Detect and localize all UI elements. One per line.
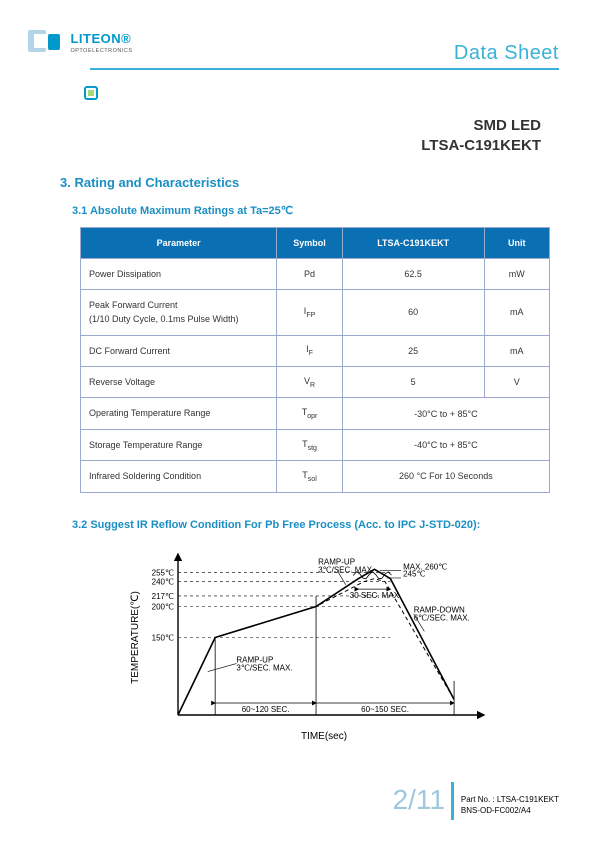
cell-unit: mW [484,258,549,289]
cell-parameter: Reverse Voltage [81,367,277,398]
ratings-table: Parameter Symbol LTSA-C191KEKT Unit Powe… [80,227,550,493]
cell-symbol: Tsol [277,461,342,492]
footer-rule [451,782,454,820]
page-header: LITEON® OPTOELECTRONICS Data Sheet [0,0,595,110]
svg-text:TEMPERATURE(℃): TEMPERATURE(℃) [130,591,141,684]
table-row: Reverse VoltageVR5V [81,367,550,398]
cell-symbol: VR [277,367,342,398]
product-title: SMD LED LTSA-C191KEKT [60,116,551,157]
svg-text:30 SEC. MAX: 30 SEC. MAX [350,591,400,600]
svg-text:6℃/SEC. MAX.: 6℃/SEC. MAX. [414,613,470,622]
brand-division: OPTOELECTRONICS [70,48,132,54]
cell-value: 62.5 [342,258,484,289]
cell-value: 260 °C For 10 Seconds [342,461,549,492]
page-type-label: Data Sheet [454,42,559,65]
svg-text:3℃/SEC. MAX.: 3℃/SEC. MAX. [318,565,374,574]
footer-doc-info: Part No. : LTSA-C191KEKT BNS-OD-FC002/A4 [461,794,559,816]
cell-parameter: DC Forward Current [81,335,277,366]
cell-value: 60 [342,289,484,335]
cell-value: -30°C to + 85°C [342,398,549,429]
partno-value: LTSA-C191KEKT [497,795,559,804]
table-row: DC Forward CurrentIF25mA [81,335,550,366]
cell-symbol: Pd [277,258,342,289]
cell-parameter: Operating Temperature Range [81,398,277,429]
cell-unit: mA [484,289,549,335]
reflow-profile-chart: 150℃ 200℃217℃ 240℃255℃ 60~120 SEC. 60~150 SE… [120,545,500,745]
docno-value: BNS-OD-FC002/A4 [461,806,531,815]
section-3-1-heading: 3.1 Absolute Maximum Ratings at Ta=25℃ [72,204,551,217]
section-3-heading: 3. Rating and Characteristics [60,175,551,190]
col-symbol: Symbol [277,227,342,258]
table-header-row: Parameter Symbol LTSA-C191KEKT Unit [81,227,550,258]
section-3-2-heading: 3.2 Suggest IR Reflow Condition For Pb F… [72,519,551,531]
svg-text:150℃: 150℃ [152,633,174,642]
table-row: Operating Temperature RangeTopr-30°C to … [81,398,550,429]
table-row: Peak Forward Current(1/10 Duty Cycle, 0.… [81,289,550,335]
logo-icon [28,28,64,56]
table-row: Power DissipationPd62.5mW [81,258,550,289]
svg-text:200℃: 200℃ [152,602,174,611]
cell-parameter: Storage Temperature Range [81,429,277,460]
svg-text:255℃: 255℃ [152,568,174,577]
cell-symbol: Topr [277,398,342,429]
page-number: 2/11 [393,784,445,816]
cell-unit: mA [484,335,549,366]
col-parameter: Parameter [81,227,277,258]
svg-text:60~120 SEC.: 60~120 SEC. [242,705,290,714]
table-row: Storage Temperature RangeTstg-40°C to + … [81,429,550,460]
brand-logo-block: LITEON® OPTOELECTRONICS [28,28,133,56]
cell-value: 5 [342,367,484,398]
svg-text:240℃: 240℃ [152,577,174,586]
header-rule [90,68,559,70]
product-partno: LTSA-C191KEKT [60,136,541,156]
svg-text:60~150 SEC.: 60~150 SEC. [361,705,409,714]
cell-symbol: Tstg [277,429,342,460]
cell-symbol: IF [277,335,342,366]
cell-unit: V [484,367,549,398]
svg-text:3℃/SEC. MAX.: 3℃/SEC. MAX. [236,663,292,672]
col-unit: Unit [484,227,549,258]
logo-sub-icon [84,86,98,100]
table-row: Infrared Soldering ConditionTsol260 °C F… [81,461,550,492]
cell-parameter: Power Dissipation [81,258,277,289]
col-value: LTSA-C191KEKT [342,227,484,258]
cell-value: 25 [342,335,484,366]
partno-label: Part No. : [461,795,495,804]
cell-symbol: IFP [277,289,342,335]
cell-parameter: Infrared Soldering Condition [81,461,277,492]
svg-text:245℃: 245℃ [403,569,425,578]
page-footer: 2/11 Part No. : LTSA-C191KEKT BNS-OD-FC0… [36,772,559,822]
svg-text:TIME(sec): TIME(sec) [301,731,347,742]
product-type: SMD LED [60,116,541,136]
cell-value: -40°C to + 85°C [342,429,549,460]
cell-parameter: Peak Forward Current(1/10 Duty Cycle, 0.… [81,289,277,335]
brand-name: LITEON® [70,31,132,46]
svg-text:217℃: 217℃ [152,592,174,601]
